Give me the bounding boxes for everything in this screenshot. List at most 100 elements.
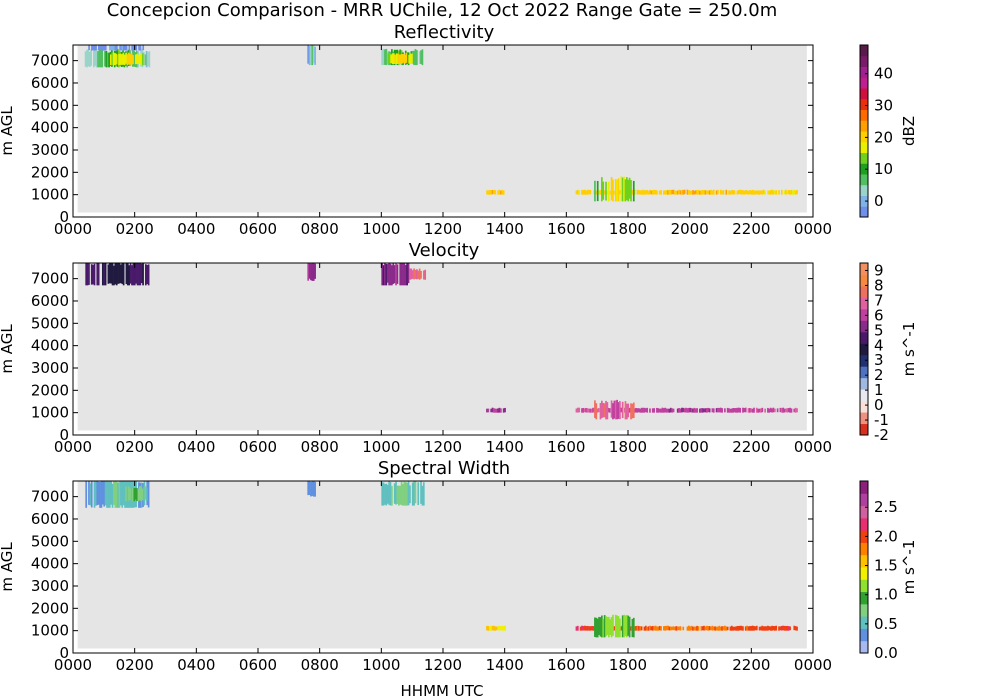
x-tick-label: 0000 bbox=[794, 656, 832, 674]
colorbar-tick-label: -2 bbox=[874, 426, 889, 444]
data-cell bbox=[785, 189, 787, 195]
data-cell bbox=[142, 45, 145, 51]
data-cell bbox=[395, 481, 397, 505]
data-cell bbox=[692, 408, 694, 413]
colorbar-segment bbox=[860, 423, 868, 436]
data-cell bbox=[689, 190, 692, 195]
data-cell bbox=[140, 53, 143, 66]
data-cell bbox=[701, 408, 704, 413]
data-cell bbox=[749, 190, 751, 195]
data-cell bbox=[89, 483, 92, 506]
data-cell bbox=[110, 481, 112, 505]
data-cell bbox=[115, 53, 118, 65]
data-cell bbox=[624, 615, 627, 636]
colorbar-segment bbox=[860, 481, 868, 494]
colorbar-segment bbox=[860, 120, 868, 132]
data-cell bbox=[718, 407, 721, 413]
data-cell bbox=[100, 45, 103, 51]
data-cell bbox=[746, 190, 748, 195]
colorbar-segment bbox=[860, 285, 868, 298]
x-tick-label: 1000 bbox=[362, 220, 400, 238]
colorbar-segment bbox=[860, 45, 868, 57]
x-tick-label: 0000 bbox=[54, 438, 92, 456]
data-cell bbox=[624, 401, 627, 420]
x-tick-label: 0800 bbox=[301, 438, 339, 456]
data-cell bbox=[602, 403, 605, 418]
data-cell bbox=[607, 616, 610, 638]
data-cell bbox=[711, 625, 714, 631]
data-cell bbox=[765, 626, 768, 631]
data-cell bbox=[605, 616, 607, 637]
data-cell bbox=[307, 45, 310, 64]
data-cell bbox=[758, 190, 761, 195]
data-cell bbox=[102, 45, 104, 51]
data-cell bbox=[107, 264, 110, 284]
data-cell bbox=[107, 481, 110, 508]
data-cell bbox=[117, 263, 119, 284]
data-cell bbox=[636, 625, 639, 631]
colorbar-segment bbox=[860, 343, 868, 356]
data-cell bbox=[753, 407, 755, 413]
y-tick-label: 6000 bbox=[31, 74, 69, 92]
data-cell bbox=[582, 626, 585, 631]
data-cell bbox=[773, 408, 776, 413]
data-region bbox=[85, 263, 150, 286]
data-cell bbox=[712, 408, 715, 413]
data-cell bbox=[132, 488, 134, 502]
data-cell bbox=[674, 626, 676, 631]
data-cell bbox=[785, 408, 787, 413]
data-cell bbox=[729, 408, 732, 413]
data-cell bbox=[736, 407, 739, 413]
data-cell bbox=[767, 190, 769, 195]
data-cell bbox=[421, 485, 424, 506]
data-cell bbox=[647, 190, 650, 195]
data-cell bbox=[768, 408, 771, 413]
data-cell bbox=[96, 263, 99, 286]
data-cell bbox=[665, 190, 668, 195]
data-cell bbox=[794, 407, 797, 413]
data-cell bbox=[627, 179, 630, 202]
data-cell bbox=[690, 190, 693, 195]
y-axis: 0 1000 2000 3000 4000 5000 6000 7000 bbox=[31, 488, 813, 662]
data-cell bbox=[602, 618, 605, 638]
data-cell bbox=[139, 54, 141, 65]
colorbar-segment bbox=[860, 400, 868, 413]
data-cell bbox=[744, 626, 747, 631]
data-cell bbox=[631, 403, 634, 419]
data-cell bbox=[664, 190, 667, 195]
data-cell bbox=[749, 408, 751, 413]
y-axis: 0 1000 2000 3000 4000 5000 6000 7000 bbox=[31, 270, 813, 444]
data-cell bbox=[794, 626, 797, 631]
colorbar-segment bbox=[860, 98, 868, 110]
x-tick-label: 0200 bbox=[116, 438, 154, 456]
data-region bbox=[387, 52, 413, 64]
data-cell bbox=[88, 45, 90, 51]
data-cell bbox=[417, 270, 420, 279]
data-cell bbox=[632, 617, 635, 638]
data-cell bbox=[487, 626, 490, 631]
data-cell bbox=[783, 190, 786, 195]
data-cell bbox=[391, 265, 393, 286]
data-cell bbox=[754, 626, 757, 631]
y-tick-label: 6000 bbox=[31, 292, 69, 310]
data-cell bbox=[721, 408, 723, 413]
data-cell bbox=[609, 619, 612, 635]
data-cell bbox=[694, 408, 697, 413]
data-cell bbox=[676, 190, 679, 195]
data-cell bbox=[133, 488, 136, 502]
data-cell bbox=[632, 402, 635, 419]
data-cell bbox=[728, 408, 730, 413]
data-cell bbox=[775, 625, 778, 631]
data-cell bbox=[793, 625, 796, 631]
colorbar-tick-label: 1 bbox=[874, 381, 884, 399]
data-cell bbox=[111, 52, 114, 66]
data-cell bbox=[588, 408, 590, 413]
data-cell bbox=[589, 408, 592, 413]
data-cell bbox=[99, 482, 101, 508]
data-cell bbox=[113, 45, 115, 51]
data-cell bbox=[711, 408, 714, 413]
data-cell bbox=[636, 408, 639, 413]
data-cell bbox=[575, 190, 578, 195]
missing-data-background bbox=[77, 481, 807, 649]
